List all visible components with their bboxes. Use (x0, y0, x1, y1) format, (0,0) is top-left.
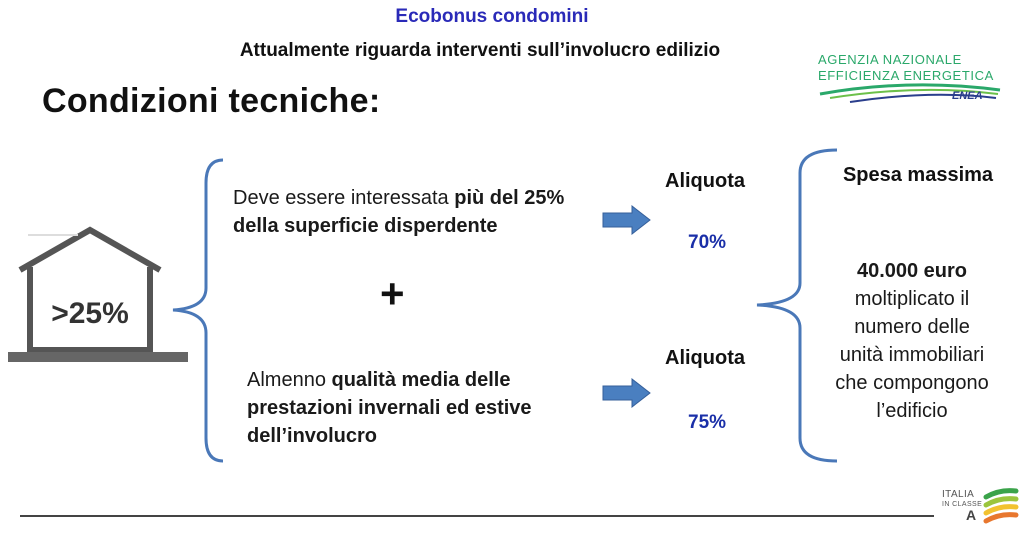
condition-2: Almenno qualità media delle prestazioni … (247, 366, 607, 450)
condition-1-plain: Deve essere interessata (233, 187, 455, 209)
condition-1-bold: più del 25% della superficie disperdente (233, 187, 565, 237)
max-expense-line: che compongono (835, 372, 989, 394)
italia-logo-line1: ITALIA (942, 489, 975, 500)
rate-2-label: Aliquota (665, 347, 745, 369)
energy-bars-icon (983, 488, 1019, 524)
max-expense-amount: 40.000 euro (856, 260, 968, 282)
rate-2-value: 75% (688, 412, 727, 433)
enea-logo-word: ENEA (952, 90, 983, 102)
house-percentage: >25% (51, 297, 129, 330)
enea-logo-line1: AGENZIA NAZIONALE (818, 52, 962, 67)
max-expense-title: Spesa massima (842, 164, 994, 186)
italia-logo-line3: A (966, 507, 977, 523)
italia-in-classe-a-logo: ITALIA IN CLASSE A (938, 485, 1020, 529)
house-icon: >25% (8, 225, 188, 365)
slide-title: Ecobonus condomini (395, 6, 589, 27)
max-expense-line: unità immobiliari (839, 344, 985, 366)
max-expense-line: numero delle (854, 316, 970, 338)
section-heading: Condizioni tecniche: (42, 82, 381, 120)
right-brace (756, 148, 838, 463)
max-expense-line: moltiplicato il (854, 288, 970, 310)
enea-swoosh-icon (819, 83, 1001, 103)
plus-sign: + (380, 270, 405, 317)
max-expense-body: 40.000 euro moltiplicato il numero delle… (812, 257, 1012, 425)
rate-1-label: Aliquota (665, 170, 745, 192)
max-expense-line: l’edificio (876, 400, 948, 422)
arrow-right-icon (602, 205, 651, 235)
rate-1-value: 70% (688, 232, 727, 253)
arrow-right-icon (602, 378, 651, 408)
bottom-divider (20, 515, 934, 517)
slide-subtitle: Attualmente riguarda interventi sull’inv… (239, 40, 721, 61)
italia-logo-line2: IN CLASSE (942, 501, 983, 508)
condition-2-bold: qualità media delle prestazioni invernal… (247, 369, 532, 447)
condition-2-plain: Almenno (247, 369, 332, 391)
condition-1: Deve essere interessata più del 25% dell… (233, 184, 603, 240)
left-brace (172, 158, 224, 463)
enea-logo-line2: EFFICIENZA ENERGETICA (818, 68, 994, 83)
enea-logo: AGENZIA NAZIONALE EFFICIENZA ENERGETICA … (810, 50, 1010, 120)
